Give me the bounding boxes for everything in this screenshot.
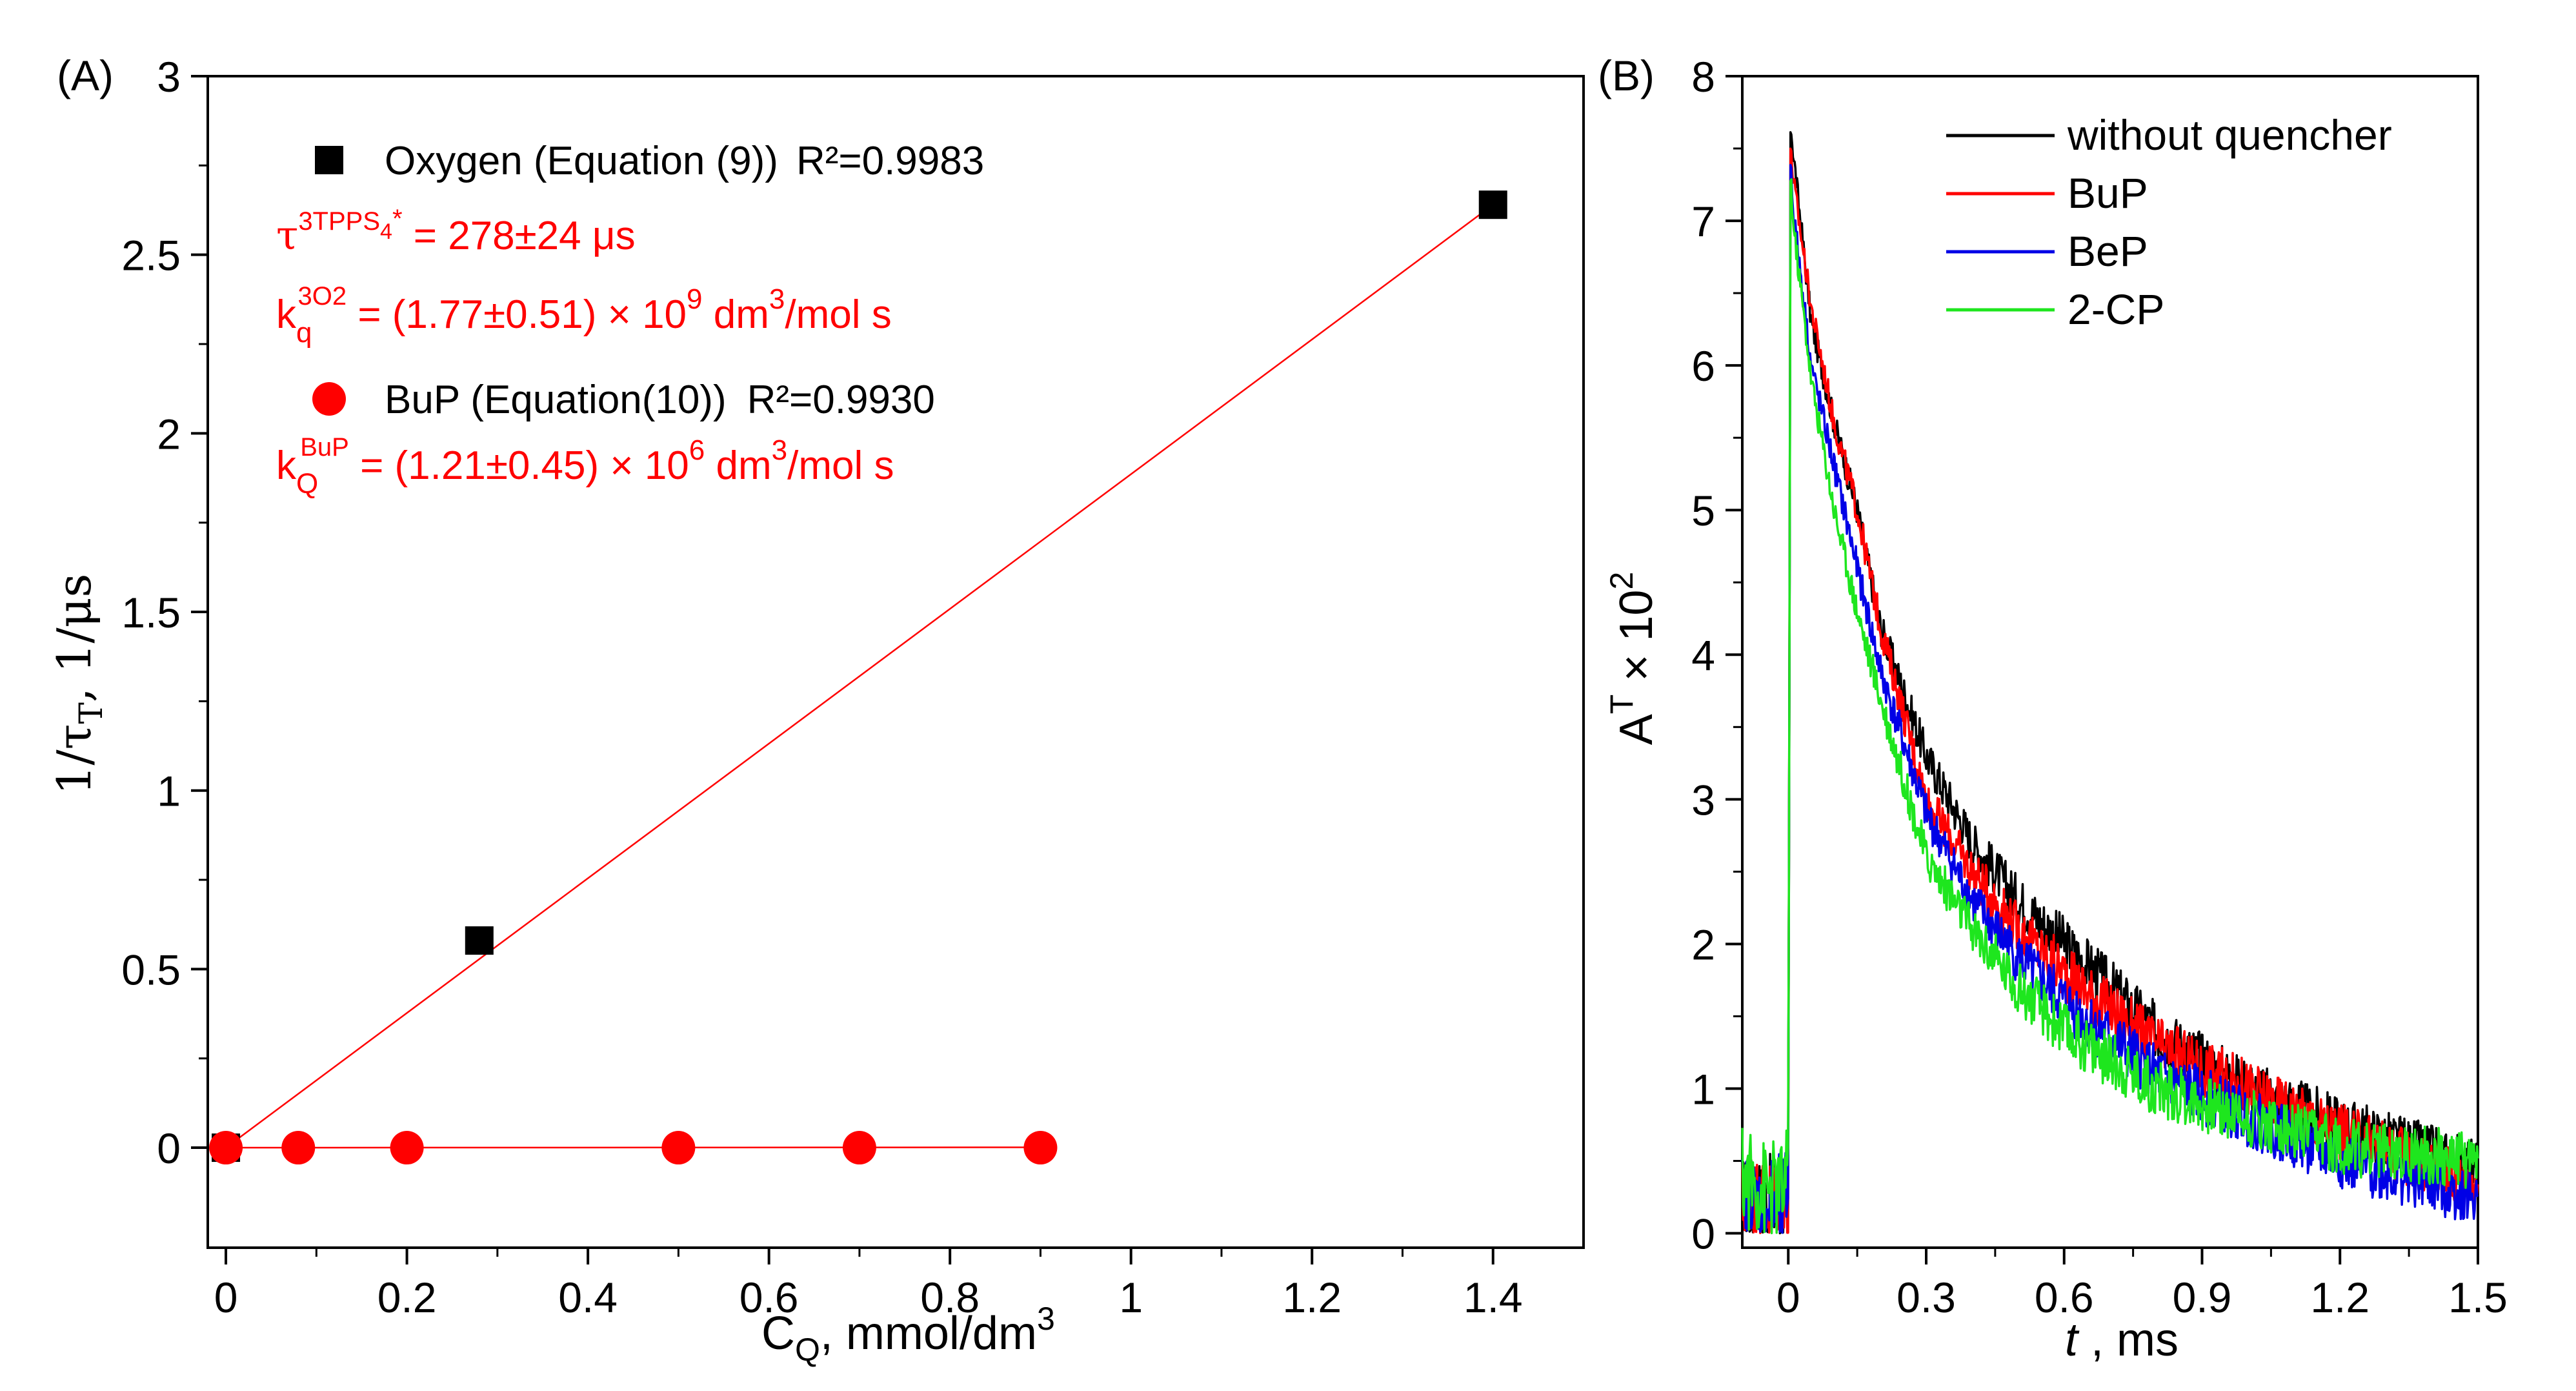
panel-b-frame xyxy=(1741,75,2479,1249)
bup-data-point xyxy=(842,1131,876,1165)
panel-b-chart: (B) 0 0.3 0.6 0.9 1.2 1.5 0 1 2 3 4 5 6 7 8 without q… xyxy=(1598,52,2508,1366)
oxygen-fit-line xyxy=(225,204,1494,1149)
panel-a-frame xyxy=(206,75,1585,1249)
legend-entry-label: without quencher xyxy=(2067,111,2392,159)
y-tick-label: 2.5 xyxy=(121,232,181,279)
x-tick-label: 0 xyxy=(214,1274,238,1321)
y-tick-label: 1 xyxy=(1691,1066,1715,1113)
panel-a-label: (A) xyxy=(57,52,114,99)
panel-a-fit-lines xyxy=(225,204,1494,1149)
legend-bup-label: BuP (Equation(10)) R²=0.9930 xyxy=(385,378,935,422)
y-tick-label: 0 xyxy=(1691,1210,1715,1258)
x-tick-label: 1.2 xyxy=(1282,1274,1342,1321)
legend-oxygen-label: Oxygen (Equation (9)) R²=0.9983 xyxy=(385,139,984,183)
x-tick-label: 1.5 xyxy=(2448,1274,2508,1321)
x-tick-label: 0.8 xyxy=(920,1274,980,1321)
panel-a-chart: (A) 0 0.2 0.4 0.6 0.8 1 1.2 1.4 0 0.5 1 1.5 2 2.5 3 C… xyxy=(47,52,1585,1368)
annotation-kq-oxygen: kq3O2 = (1.77±0.51) × 109 dm3/mol s xyxy=(276,282,892,349)
oxygen-data-point xyxy=(465,926,494,955)
x-tick-label: 0.4 xyxy=(558,1274,618,1321)
y-tick-label: 8 xyxy=(1691,53,1715,101)
panel-a-y-ticks: 0 0.5 1 1.5 2 2.5 3 xyxy=(121,53,208,1172)
y-tick-label: 7 xyxy=(1691,198,1715,245)
panel-b-x-ticks: 0 0.3 0.6 0.9 1.2 1.5 xyxy=(1776,1248,2508,1321)
y-tick-label: 4 xyxy=(1691,631,1715,679)
oxygen-data-point xyxy=(1478,190,1507,219)
bup-data-point xyxy=(1023,1131,1058,1165)
panel-b-y-axis-label: AT × 102 xyxy=(1604,572,1662,746)
x-tick-label: 0 xyxy=(1776,1274,1800,1321)
y-tick-label: 0 xyxy=(157,1124,181,1172)
x-tick-label: 1.4 xyxy=(1464,1274,1523,1321)
bup-data-point xyxy=(209,1131,243,1165)
y-tick-label: 6 xyxy=(1691,342,1715,390)
legend-oxygen-marker xyxy=(315,146,343,174)
legend-bup-marker xyxy=(312,382,346,416)
bup-data-point xyxy=(390,1131,424,1165)
panel-b-series-lines xyxy=(1741,131,2479,1235)
x-tick-label: 0.3 xyxy=(1897,1274,1956,1321)
x-tick-label: 1 xyxy=(1119,1274,1143,1321)
legend-entry-label: BuP xyxy=(2068,169,2148,217)
panel-b-legend: without quencher BuP BeP 2-CP xyxy=(1946,111,2392,333)
y-tick-label: 3 xyxy=(157,53,181,101)
panel-b-y-ticks: 0 1 2 3 4 5 6 7 8 xyxy=(1691,53,1742,1258)
panel-a-x-ticks: 0 0.2 0.4 0.6 0.8 1 1.2 1.4 xyxy=(214,1248,1523,1321)
y-tick-label: 2 xyxy=(1691,920,1715,968)
panel-a-markers xyxy=(209,190,1507,1165)
panel-a-y-axis-label: 1/τT, 1/μs xyxy=(47,574,110,795)
x-tick-label: 1.2 xyxy=(2310,1274,2370,1321)
legend-entry-label: BeP xyxy=(2068,227,2148,275)
panel-a-x-axis-label: CQ, mmol/dm3 xyxy=(761,1301,1055,1368)
bup-data-point xyxy=(661,1131,696,1165)
y-tick-label: 1 xyxy=(157,767,181,815)
annotation-tau: τ3TPPS4* = 278±24 μs xyxy=(276,205,636,259)
y-tick-label: 3 xyxy=(1691,776,1715,824)
bup-data-point xyxy=(281,1131,316,1165)
x-tick-label: 0.6 xyxy=(740,1274,799,1321)
x-tick-label: 0.9 xyxy=(2173,1274,2232,1321)
y-tick-label: 0.5 xyxy=(121,946,181,993)
two-cp-line xyxy=(1741,178,2479,1235)
legend-entry-label: 2-CP xyxy=(2068,285,2164,333)
x-tick-label: 0.6 xyxy=(2035,1274,2094,1321)
panel-b-x-axis-label: t , ms xyxy=(2065,1314,2179,1366)
y-tick-label: 5 xyxy=(1691,487,1715,534)
y-tick-label: 1.5 xyxy=(121,589,181,636)
annotation-kq-bup: kQBuP = (1.21±0.45) × 106 dm3/mol s xyxy=(276,433,894,500)
y-tick-label: 2 xyxy=(157,410,181,458)
panel-b-label: (B) xyxy=(1598,52,1655,99)
x-tick-label: 0.2 xyxy=(377,1274,437,1321)
